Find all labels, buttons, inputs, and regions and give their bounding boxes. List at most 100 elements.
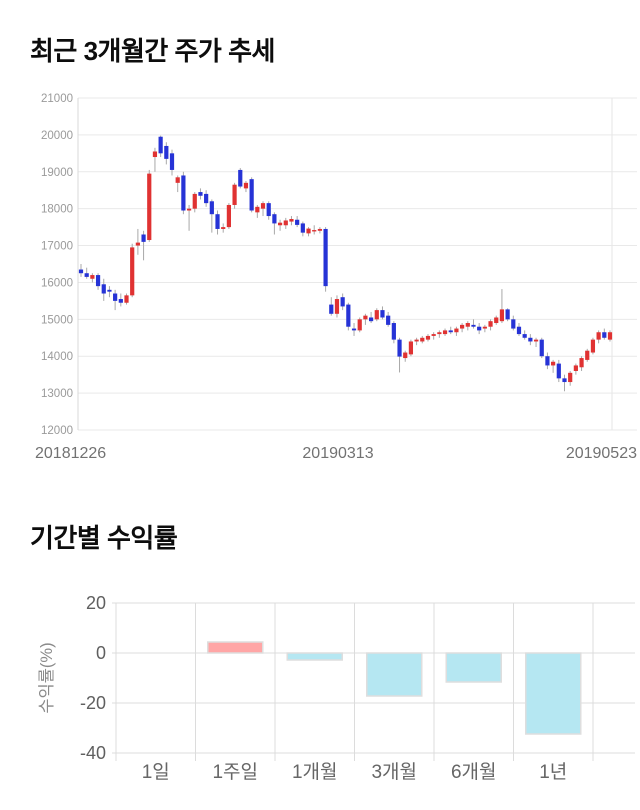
candle [152, 147, 158, 172]
candle [448, 326, 453, 335]
candle [334, 295, 340, 318]
candle [312, 225, 317, 235]
x-tick-label: 20190523 [566, 445, 637, 462]
x-tick-label: 20190313 [302, 445, 373, 462]
returns-category-labels: 1일 1주일 1개월 3개월 6개월 1년 [142, 761, 568, 783]
candle [573, 363, 578, 375]
candle [585, 348, 590, 362]
y-tick-label: 16000 [41, 277, 73, 289]
y-tick-label: 17000 [41, 241, 73, 253]
candle [511, 315, 516, 331]
candle [255, 204, 260, 218]
candle [226, 203, 231, 229]
y-tick-label: 19000 [41, 167, 73, 179]
y-tick-label: 14000 [41, 351, 73, 363]
candle [346, 302, 351, 331]
candle [204, 190, 209, 207]
candle [477, 323, 482, 335]
category-label: 3개월 [371, 761, 417, 783]
candle [420, 335, 425, 344]
candle [568, 370, 573, 386]
candle [272, 212, 277, 235]
candle [482, 324, 487, 333]
returns-title: 기간별 수익률 [30, 523, 178, 553]
candle [232, 182, 237, 209]
y-tick-label: 12000 [41, 425, 73, 437]
candle [317, 227, 323, 234]
candle [431, 332, 436, 340]
candle [465, 321, 470, 331]
y-tick-label: 21000 [41, 93, 73, 105]
candle [306, 227, 311, 237]
returns-y-axis-title: 수익률(%) [37, 642, 56, 713]
candle [596, 330, 601, 344]
candle [380, 306, 385, 320]
candle [192, 192, 197, 213]
candle [181, 171, 186, 215]
candle [295, 216, 300, 228]
candle [130, 243, 135, 298]
candle [118, 293, 123, 307]
candle [516, 323, 522, 336]
candle [238, 168, 243, 189]
candle [135, 228, 140, 255]
y-tick-label: -20 [80, 693, 106, 713]
candle [414, 337, 419, 346]
candle [209, 199, 214, 233]
candle [147, 169, 152, 242]
candle [95, 273, 101, 290]
candle [528, 334, 533, 346]
candle [243, 181, 249, 193]
category-label: 1일 [142, 761, 170, 783]
candle [357, 317, 362, 333]
candle [488, 319, 493, 331]
candle [374, 308, 379, 322]
candle [368, 311, 374, 324]
candle [533, 337, 539, 347]
candle [101, 278, 106, 301]
candle [391, 321, 396, 344]
candle [221, 223, 226, 233]
y-tick-label: 20000 [41, 130, 73, 142]
candle [323, 227, 328, 292]
candle [437, 330, 442, 338]
return-bars [207, 641, 582, 735]
candles [78, 135, 613, 392]
candle [590, 337, 596, 355]
candle [266, 201, 271, 220]
return-bar [525, 652, 582, 735]
candle [277, 219, 283, 231]
candle [249, 177, 254, 213]
candle [351, 323, 357, 336]
y-tick-label: 0 [96, 643, 106, 663]
candle [107, 286, 112, 298]
candle [505, 308, 510, 322]
candle [340, 293, 345, 311]
category-label: 1주일 [212, 761, 258, 783]
returns-bar-chart: 20 0 -20 -40 1일 1주일 1개월 3개월 6개월 1년 수익률(%) [37, 593, 635, 783]
category-label: 6개월 [451, 761, 497, 783]
candle [363, 313, 368, 325]
candle [300, 221, 305, 237]
candle [124, 293, 129, 305]
price-trend-title: 최근 3개월간 주가 추세 [30, 36, 275, 66]
candle [425, 334, 431, 342]
returns-y-tick-labels: 20 0 -20 -40 [80, 593, 106, 763]
candle [260, 201, 266, 217]
candle [545, 352, 550, 370]
return-bar [286, 652, 343, 661]
candle [607, 330, 613, 342]
candle [403, 350, 408, 362]
y-tick-label: 15000 [41, 314, 73, 326]
category-label: 1개월 [292, 761, 338, 783]
return-bar [366, 652, 423, 697]
candle [539, 337, 544, 359]
candle [386, 311, 391, 327]
candle [113, 289, 118, 311]
candle [408, 339, 414, 357]
candle [562, 374, 567, 392]
y-tick-label: -40 [80, 743, 106, 763]
candle [556, 359, 561, 383]
price-gridlines [78, 97, 637, 431]
return-bar [207, 641, 264, 654]
